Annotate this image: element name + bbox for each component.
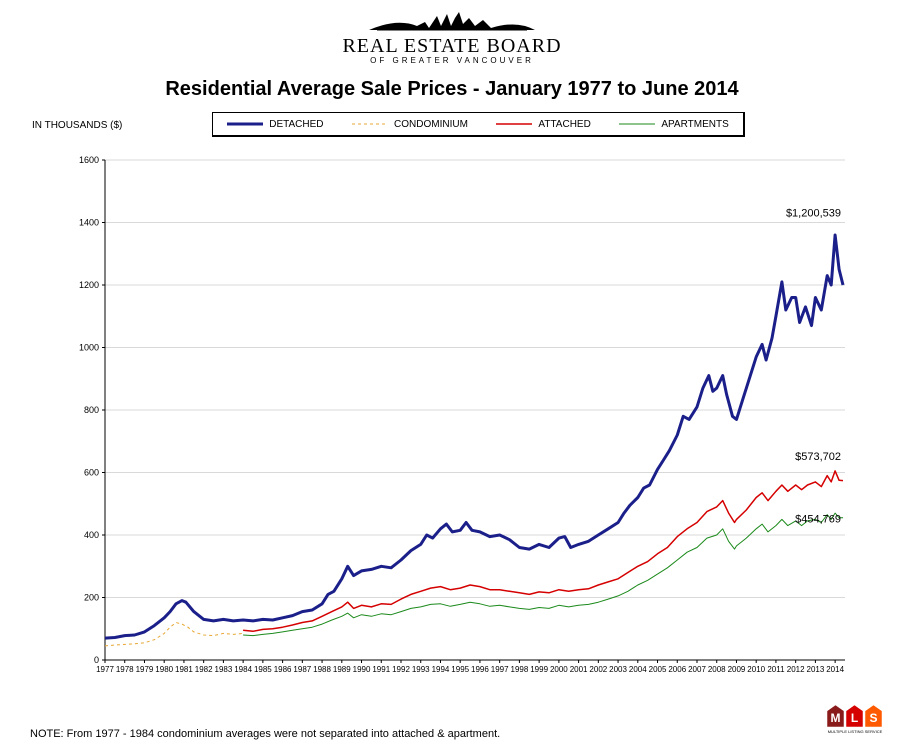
callout-label: $454,769 (795, 514, 841, 526)
x-tick-label: 2003 (609, 665, 627, 674)
x-tick-label: 1979 (136, 665, 154, 674)
header-logo: REAL ESTATE BOARD OF GREATER VANCOUVER (0, 10, 904, 65)
x-tick-label: 1980 (155, 665, 173, 674)
x-tick-label: 1992 (392, 665, 410, 674)
callout-label: $1,200,539 (786, 207, 841, 219)
x-tick-label: 1995 (451, 665, 469, 674)
x-tick-label: 2006 (668, 665, 686, 674)
line-chart: 0 200 400 600 800 1000 1200 1400 1600 19771978197… (65, 150, 855, 680)
x-tick-label: 1993 (412, 665, 430, 674)
x-tick-label: 2011 (767, 665, 785, 674)
x-tick-label: 2008 (708, 665, 726, 674)
svg-text:M: M (831, 711, 841, 725)
x-tick-label: 1987 (293, 665, 311, 674)
x-tick-label: 2009 (728, 665, 746, 674)
x-tick-label: 1985 (254, 665, 272, 674)
x-tick-label: 1982 (195, 665, 213, 674)
x-tick-label: 1999 (530, 665, 548, 674)
legend-item: ATTACHED (496, 118, 590, 130)
x-tick-label: 1986 (274, 665, 292, 674)
x-tick-label: 1978 (116, 665, 134, 674)
y-tick-label: 1000 (79, 343, 99, 353)
x-tick-label: 1988 (313, 665, 331, 674)
callout-label: $573,702 (795, 451, 841, 463)
chart-title: Residential Average Sale Prices - Januar… (0, 78, 904, 101)
svg-text:L: L (851, 711, 858, 725)
y-tick-label: 800 (84, 405, 99, 415)
legend: DETACHED CONDOMINIUM ATTACHED APARTMENTS (212, 112, 745, 137)
page-root: REAL ESTATE BOARD OF GREATER VANCOUVER R… (0, 0, 904, 750)
y-tick-label: 200 (84, 593, 99, 603)
x-tick-label: 1997 (491, 665, 509, 674)
legend-label: ATTACHED (538, 119, 590, 130)
x-tick-label: 1989 (333, 665, 351, 674)
x-tick-label: 1998 (511, 665, 529, 674)
x-tick-label: 2004 (629, 665, 647, 674)
y-tick-label: 1400 (79, 218, 99, 228)
x-tick-label: 2013 (807, 665, 825, 674)
x-tick-label: 1983 (215, 665, 233, 674)
x-tick-label: 2014 (826, 665, 844, 674)
legend-label: DETACHED (269, 119, 323, 130)
x-tick-label: 1977 (96, 665, 114, 674)
x-tick-label: 2001 (570, 665, 588, 674)
y-axis-label: IN THOUSANDS ($) (32, 120, 122, 131)
legend-item: DETACHED (227, 118, 323, 130)
x-tick-label: 2000 (550, 665, 568, 674)
mls-logo: MLS MULTIPLE LISTING SERVICE (826, 705, 884, 740)
x-tick-label: 2005 (649, 665, 667, 674)
x-tick-label: 1984 (234, 665, 252, 674)
skyline-graphic (367, 10, 537, 32)
y-tick-label: 400 (84, 530, 99, 540)
svg-text:S: S (869, 711, 877, 725)
y-tick-label: 1200 (79, 280, 99, 290)
x-tick-label: 2007 (688, 665, 706, 674)
x-tick-label: 1990 (353, 665, 371, 674)
y-tick-label: 600 (84, 468, 99, 478)
x-tick-label: 1991 (372, 665, 390, 674)
legend-item: APARTMENTS (619, 118, 728, 130)
x-tick-label: 1981 (175, 665, 193, 674)
x-tick-label: 1996 (471, 665, 489, 674)
legend-label: CONDOMINIUM (394, 119, 468, 130)
x-tick-label: 2012 (787, 665, 805, 674)
y-tick-label: 1600 (79, 155, 99, 165)
legend-label: APARTMENTS (661, 119, 728, 130)
x-tick-label: 2010 (747, 665, 765, 674)
legend-item: CONDOMINIUM (352, 118, 468, 130)
x-tick-label: 2002 (589, 665, 607, 674)
footnote: NOTE: From 1977 - 1984 condominium avera… (30, 728, 500, 740)
svg-text:MULTIPLE LISTING SERVICE: MULTIPLE LISTING SERVICE (828, 729, 883, 734)
y-tick-label: 0 (94, 655, 99, 665)
logo-title: REAL ESTATE BOARD (0, 35, 904, 58)
logo-subtitle: OF GREATER VANCOUVER (0, 56, 904, 65)
x-tick-label: 1994 (432, 665, 450, 674)
